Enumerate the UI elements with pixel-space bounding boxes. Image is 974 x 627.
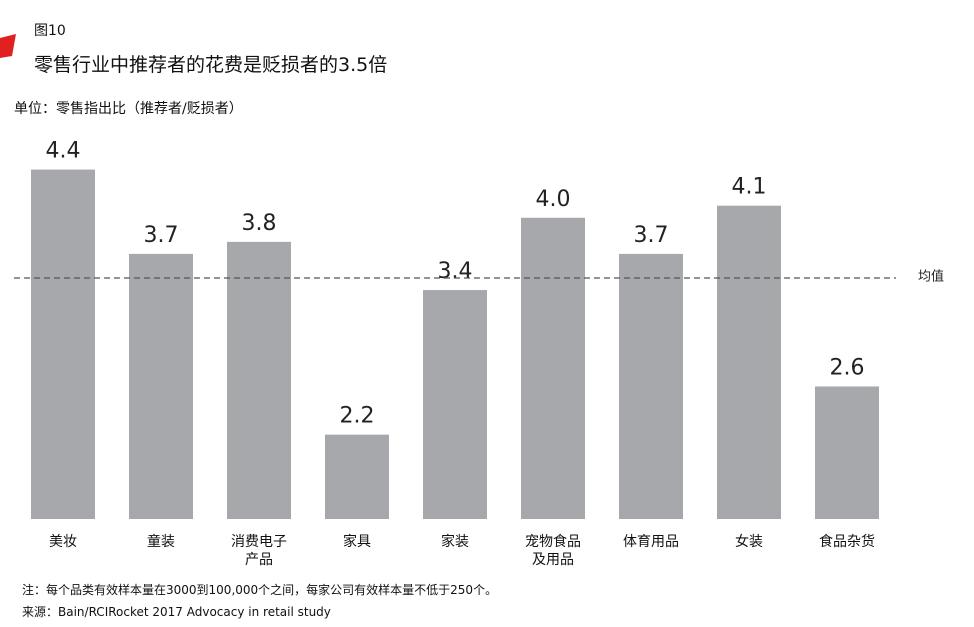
value-label: 2.2 (340, 404, 375, 429)
value-label: 3.7 (634, 223, 669, 248)
average-label: 均值 (918, 269, 944, 285)
figure-label: 图10 (34, 23, 66, 39)
footnote: 注：每个品类有效样本量在3000到100,000个之间，每家公司有效样本量不低于… (22, 583, 498, 597)
accent-marker (0, 34, 16, 58)
x-tick-label: 家具 (343, 534, 371, 550)
x-tick-label: 童装 (147, 534, 175, 550)
bar (717, 205, 781, 519)
bar (325, 434, 389, 519)
bar (619, 253, 683, 519)
chart-title: 零售行业中推荐者的花费是贬损者的3.5倍 (34, 54, 388, 76)
value-label: 3.7 (144, 223, 179, 248)
bar (423, 290, 487, 519)
bar (129, 253, 193, 519)
bar (815, 386, 879, 519)
bar (227, 241, 291, 519)
value-label: 4.4 (46, 139, 81, 164)
chart-subtitle: 单位：零售指出比（推荐者/贬损者） (14, 101, 243, 117)
source: 来源：Bain/RCIRocket 2017 Advocacy in retai… (22, 605, 331, 619)
x-tick-label: 食品杂货 (819, 534, 875, 550)
x-tick-label: 宠物食品及用品 (525, 534, 581, 568)
value-label: 2.6 (830, 355, 865, 380)
value-label: 4.0 (536, 187, 571, 212)
x-tick-label: 家装 (441, 534, 469, 550)
x-tick-label: 美妆 (49, 534, 77, 550)
x-tick-label: 体育用品 (623, 534, 679, 550)
value-label: 3.8 (242, 211, 277, 236)
x-tick-label: 消费电子产品 (231, 534, 287, 568)
value-label: 3.4 (438, 259, 473, 284)
value-label: 4.1 (732, 175, 767, 200)
x-tick-label: 女装 (735, 534, 763, 550)
bar (31, 169, 95, 520)
bar (521, 217, 585, 519)
